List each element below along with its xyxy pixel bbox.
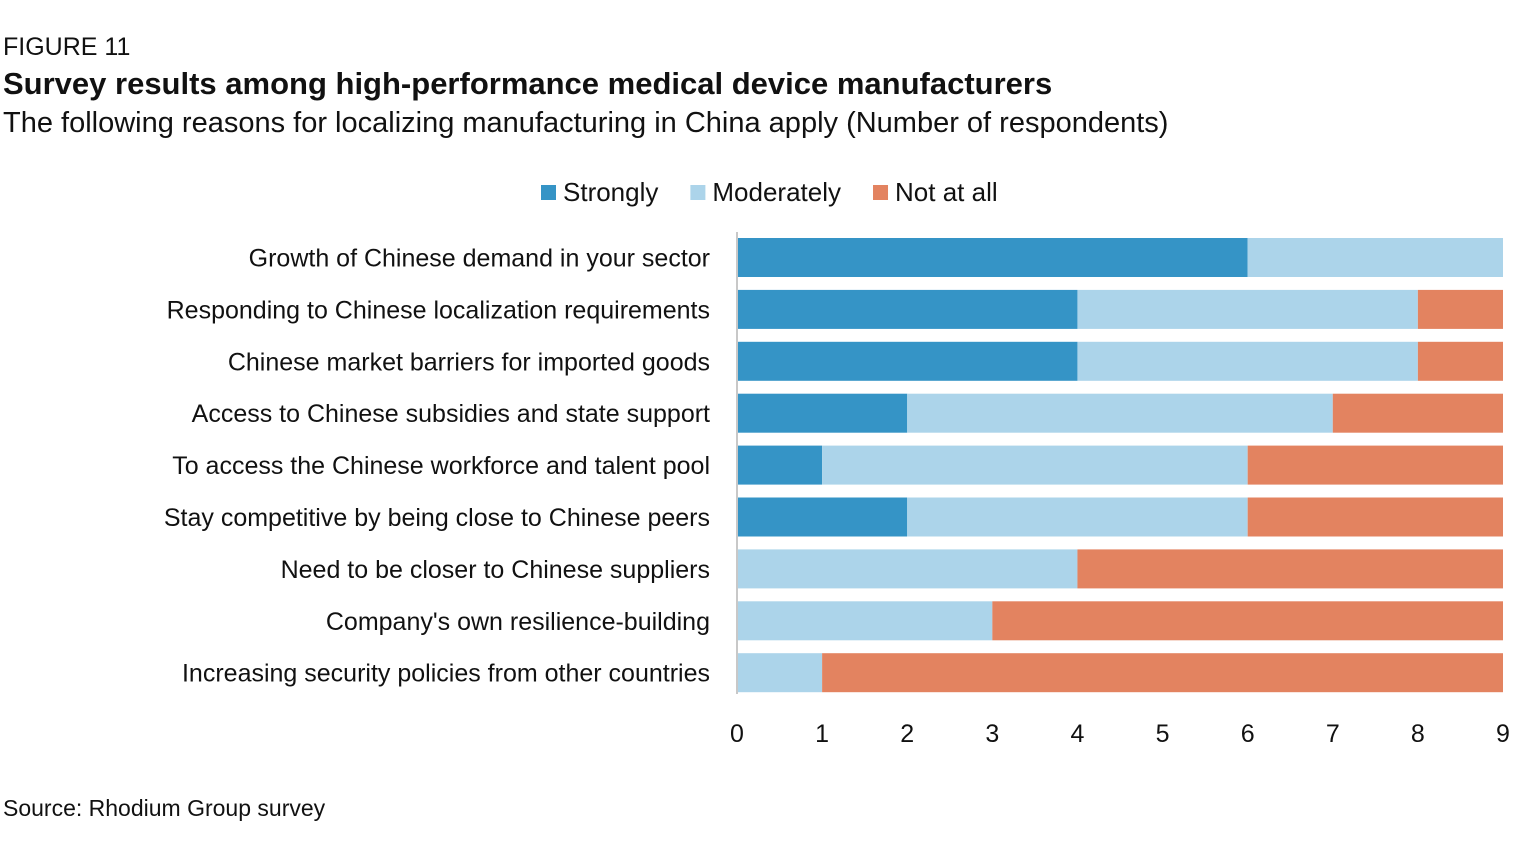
category-label: Increasing security policies from other … [182,660,710,688]
category-label: Responding to Chinese localization requi… [167,296,710,324]
bar-segment-moderately [907,497,1248,537]
bar-segment-not-at-all [992,601,1503,641]
bar-segment-strongly [737,445,823,485]
chart-title: Survey results among high-performance me… [3,66,1053,101]
x-tick-label: 4 [1070,720,1084,748]
category-label: Access to Chinese subsidies and state su… [192,400,710,428]
bar-segment-strongly [737,497,908,537]
bar-segment-moderately [822,445,1248,485]
bar-segment-strongly [737,341,1078,381]
bar-segment-moderately [907,393,1333,433]
legend-label-2: Not at all [895,177,998,207]
bar-segment-not-at-all [1332,393,1503,433]
x-tick-label: 2 [900,720,914,748]
category-label: Chinese market barriers for imported goo… [228,348,710,376]
bar-segment-moderately [737,601,993,641]
source-note: Source: Rhodium Group survey [3,795,326,821]
bar-segment-moderately [737,653,823,693]
bar-segment-strongly [737,289,1078,329]
bar-segment-not-at-all [1077,549,1503,589]
x-tick-label: 8 [1411,720,1425,748]
bar-segment-not-at-all [1417,289,1503,329]
legend-label-1: Moderately [712,177,841,207]
legend-swatch-2 [873,185,889,200]
x-tick-label: 6 [1241,720,1255,748]
bar-segment-not-at-all [822,653,1503,693]
bar-segment-not-at-all [1417,341,1503,381]
category-label: To access the Chinese workforce and tale… [172,452,710,480]
x-tick-label: 0 [730,720,744,748]
bar-segment-strongly [737,238,1248,277]
figure-label: FIGURE 11 [3,33,131,61]
x-tick-label: 3 [985,720,999,748]
legend-label-0: Strongly [563,177,658,207]
bar-segment-moderately [1077,341,1418,381]
x-tick-label: 5 [1156,720,1170,748]
x-tick-label: 1 [815,720,829,748]
bar-segment-not-at-all [1247,497,1503,537]
bar-segment-moderately [1077,289,1418,329]
legend-swatch-0 [541,185,556,200]
bar-segment-strongly [737,393,908,433]
x-tick-label: 7 [1326,720,1340,748]
category-label: Growth of Chinese demand in your sector [249,245,710,273]
category-label: Need to be closer to Chinese suppliers [281,556,710,584]
category-label: Company's own resilience-building [326,608,710,636]
bar-segment-not-at-all [1247,445,1503,485]
bar-segment-moderately [1247,238,1503,277]
category-label: Stay competitive by being close to Chine… [164,504,710,532]
legend-swatch-1 [690,185,706,200]
x-tick-label: 9 [1496,720,1510,748]
bar-segment-moderately [737,549,1078,589]
chart-subtitle: The following reasons for localizing man… [3,107,1169,139]
